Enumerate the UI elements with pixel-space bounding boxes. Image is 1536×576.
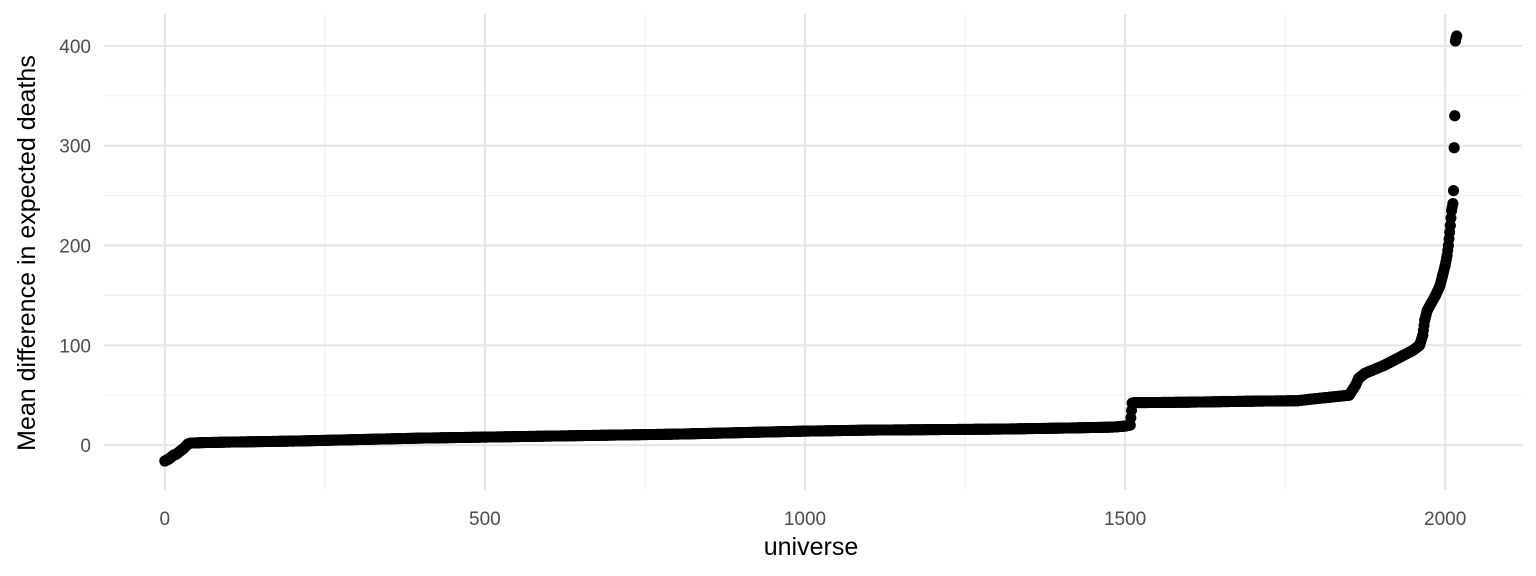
data-point [287, 435, 299, 447]
data-point [1439, 259, 1451, 271]
data-point [543, 430, 555, 442]
x-tick-label: 2000 [1424, 509, 1466, 530]
x-tick-label: 500 [469, 509, 501, 530]
y-axis-title: Mean difference in expected deaths [13, 55, 41, 451]
data-point [671, 428, 683, 440]
data-point [1414, 339, 1426, 351]
x-tick-label: 1500 [1104, 509, 1146, 530]
data-point [1305, 393, 1317, 405]
data-point [197, 437, 209, 449]
data-point [607, 429, 619, 441]
data-point [1448, 142, 1460, 154]
data-point [991, 423, 1003, 435]
data-point [184, 437, 196, 449]
data-point [1434, 279, 1446, 291]
data-point [1398, 349, 1410, 361]
data-point [1442, 240, 1454, 252]
data-point [799, 425, 811, 437]
x-tick-label: 1000 [784, 509, 826, 530]
data-point [479, 431, 491, 443]
data-point [1447, 198, 1459, 210]
gridlines [104, 14, 1522, 490]
data-point [223, 436, 235, 448]
data-point [927, 424, 939, 436]
x-tick-label: 0 [160, 509, 171, 530]
y-tick-label: 100 [59, 336, 91, 357]
data-point [1324, 391, 1336, 403]
data-point [1444, 220, 1456, 232]
data-point [1183, 396, 1195, 408]
y-tick-label: 0 [80, 436, 91, 457]
x-axis-title: universe [764, 533, 859, 561]
data-point [1247, 395, 1259, 407]
data-point [1106, 421, 1118, 433]
data-point [1448, 185, 1460, 197]
data-point [1129, 397, 1141, 409]
data-point [1419, 314, 1431, 326]
data-point [1451, 30, 1463, 42]
data-point [1369, 363, 1381, 375]
data-point [735, 427, 747, 439]
data-point [1437, 269, 1449, 281]
data-point [1425, 297, 1437, 309]
data-point [1055, 422, 1067, 434]
x-axis-tick-labels: 0 500 1000 1500 2000 [160, 509, 1467, 530]
data-point [1430, 289, 1442, 301]
data-point [351, 434, 363, 446]
data-point [415, 432, 427, 444]
data-points [159, 30, 1463, 467]
data-point [863, 424, 875, 436]
data-point [1292, 395, 1304, 407]
data-point [1359, 367, 1371, 379]
y-axis-tick-labels: 0 100 200 300 400 [59, 37, 91, 457]
y-tick-label: 200 [59, 237, 91, 258]
data-point [1417, 329, 1429, 341]
y-tick-label: 400 [59, 37, 91, 58]
data-point [1378, 359, 1390, 371]
y-tick-label: 300 [59, 137, 91, 158]
data-point [1441, 249, 1453, 261]
data-point [1388, 354, 1400, 366]
data-point [1124, 419, 1136, 431]
data-point [1449, 110, 1461, 122]
